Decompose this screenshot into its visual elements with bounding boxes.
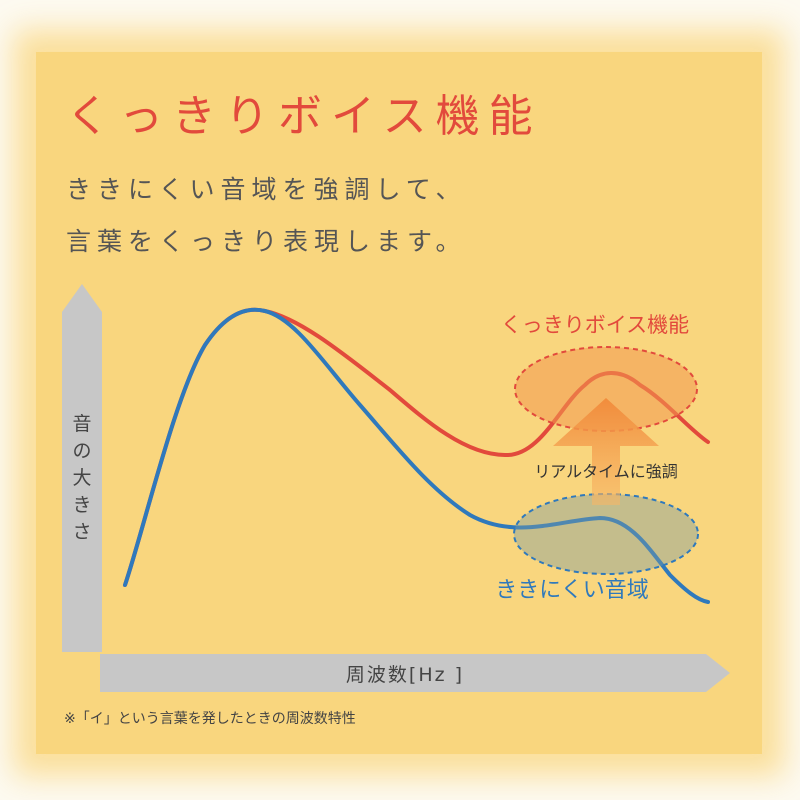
- y-axis-label-5: さ: [72, 521, 91, 543]
- y-axis-label-3: 大: [72, 467, 91, 489]
- subtitle-line-1: ききにくい音域を強調して、: [66, 175, 467, 204]
- boost-label: リアルタイムに強調: [534, 462, 678, 481]
- enhanced-region-ellipse: [514, 346, 698, 432]
- up-arrow-icon: [553, 398, 659, 505]
- y-axis-label-2: の: [72, 440, 91, 462]
- y-axis-label-4: き: [72, 494, 91, 516]
- enhanced-label: くっきりボイス機能: [501, 313, 689, 337]
- subtitle-line-2: 言葉をくっきり表現します。: [66, 227, 467, 256]
- hard-band-label: ききにくい音域: [495, 578, 649, 603]
- hard-band-ellipse: [513, 493, 699, 575]
- footnote: ※「イ」という言葉を発したときの周波数特性: [64, 711, 356, 727]
- original-voice-curve: [123, 307, 710, 604]
- y-axis-label-1: 音: [72, 413, 91, 435]
- x-axis-label: 周波数[Hz ]: [346, 664, 464, 686]
- x-axis-arrow: [100, 654, 730, 692]
- y-axis-arrow: [62, 284, 102, 652]
- page-title: くっきりボイス機能: [66, 91, 542, 142]
